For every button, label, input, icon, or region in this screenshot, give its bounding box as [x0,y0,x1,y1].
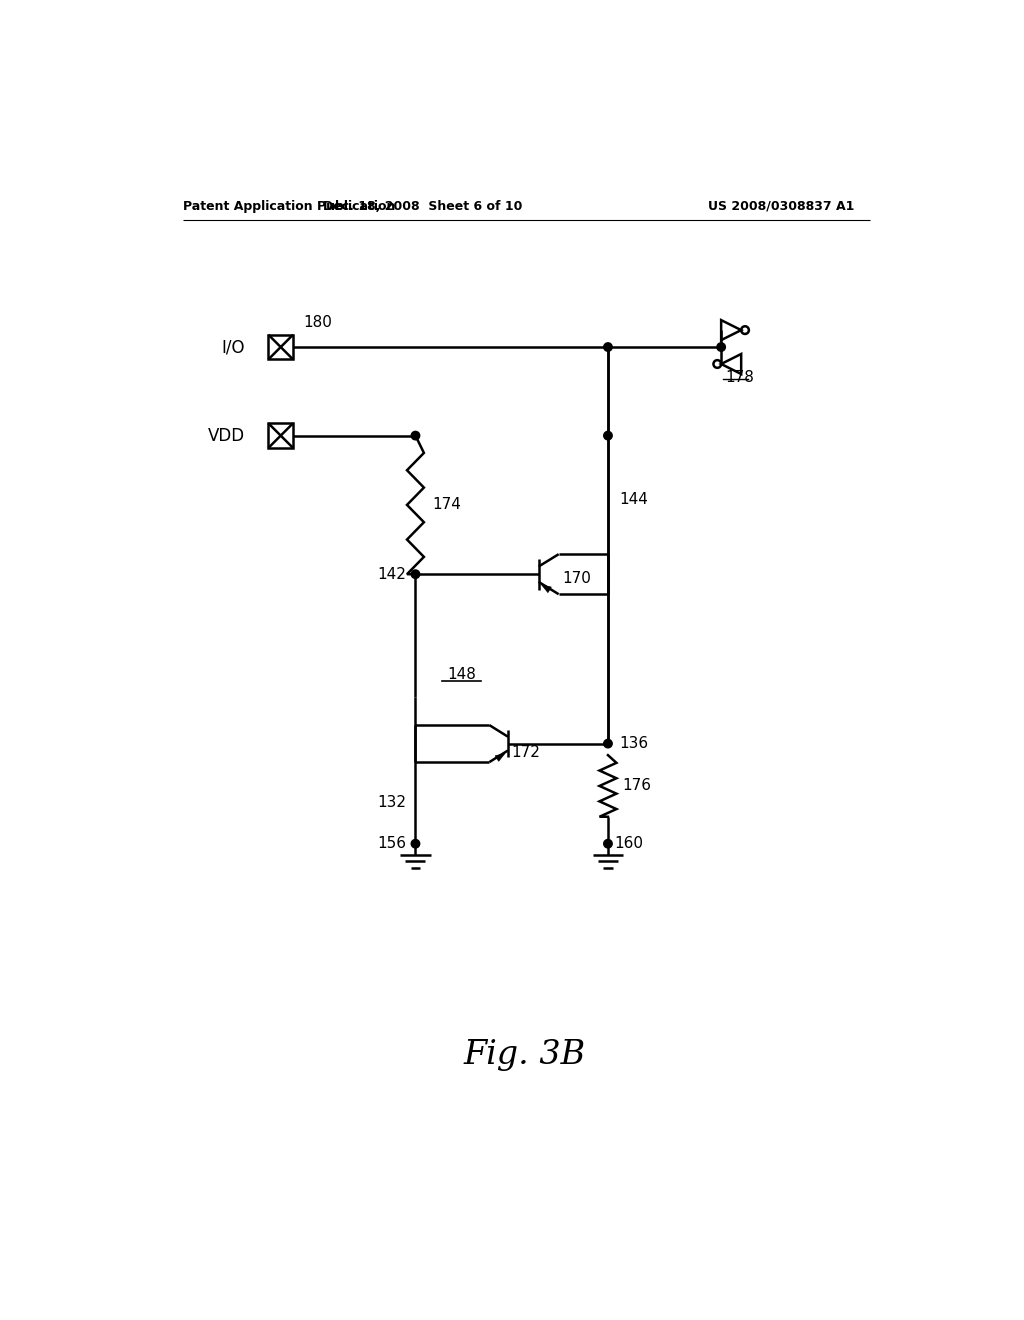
Text: 136: 136 [620,737,648,751]
Circle shape [412,432,420,440]
Circle shape [717,343,725,351]
Text: VDD: VDD [208,426,245,445]
Circle shape [604,840,612,847]
Circle shape [604,739,612,748]
Text: 156: 156 [377,836,407,851]
Bar [268,335,293,359]
Text: 132: 132 [377,796,407,810]
Text: 142: 142 [378,566,407,582]
Text: US 2008/0308837 A1: US 2008/0308837 A1 [708,199,854,213]
Text: Dec. 18, 2008  Sheet 6 of 10: Dec. 18, 2008 Sheet 6 of 10 [324,199,523,213]
Text: Fig. 3B: Fig. 3B [464,1039,586,1072]
Circle shape [604,343,612,351]
Circle shape [412,570,420,578]
Polygon shape [542,585,551,593]
Text: 176: 176 [622,779,651,793]
Polygon shape [496,754,505,762]
Text: 170: 170 [562,570,592,586]
Text: 172: 172 [512,744,541,760]
Text: 178: 178 [725,370,754,385]
Text: 180: 180 [304,315,333,330]
Circle shape [604,432,612,440]
Circle shape [412,840,420,847]
Text: 160: 160 [614,836,643,851]
Text: I/O: I/O [221,338,245,356]
Text: 148: 148 [447,667,476,682]
Bar [268,424,293,447]
Text: Patent Application Publication: Patent Application Publication [183,199,395,213]
Text: 174: 174 [432,498,461,512]
Text: 144: 144 [620,491,648,507]
